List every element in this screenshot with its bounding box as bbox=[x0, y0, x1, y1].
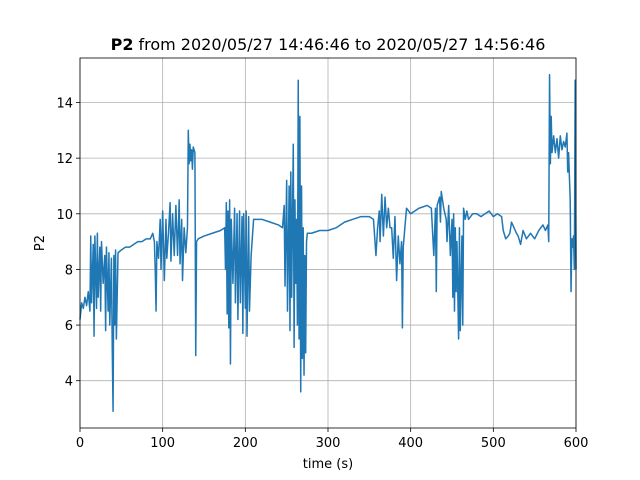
ticks: 0 100 200 300 400 500 600 4 6 8 10 12 14 bbox=[56, 97, 588, 451]
y-tick-label: 10 bbox=[56, 208, 73, 223]
x-tick-label: 300 bbox=[316, 436, 341, 451]
x-axis-label: time (s) bbox=[303, 457, 353, 472]
data-line bbox=[79, 73, 577, 413]
y-tick-label: 8 bbox=[65, 263, 73, 278]
y-tick-label: 12 bbox=[56, 152, 73, 167]
x-tick-label: 200 bbox=[233, 436, 258, 451]
x-tick-label: 0 bbox=[76, 436, 84, 451]
chart-title: P2 from 2020/05/27 14:46:46 to 2020/05/27… bbox=[111, 35, 546, 54]
x-tick-label: 500 bbox=[481, 436, 506, 451]
plot bbox=[79, 73, 577, 413]
x-tick-label: 100 bbox=[150, 436, 175, 451]
y-tick-label: 6 bbox=[65, 319, 73, 334]
y-tick-label: 4 bbox=[65, 375, 73, 390]
y-axis-label: P2 bbox=[33, 235, 48, 251]
title-variable: P2 bbox=[111, 35, 134, 54]
y-tick-label: 14 bbox=[56, 97, 73, 112]
x-tick-label: 600 bbox=[564, 436, 589, 451]
x-tick-label: 400 bbox=[398, 436, 423, 451]
title-text: from 2020/05/27 14:46:46 to 2020/05/27 1… bbox=[138, 35, 545, 54]
